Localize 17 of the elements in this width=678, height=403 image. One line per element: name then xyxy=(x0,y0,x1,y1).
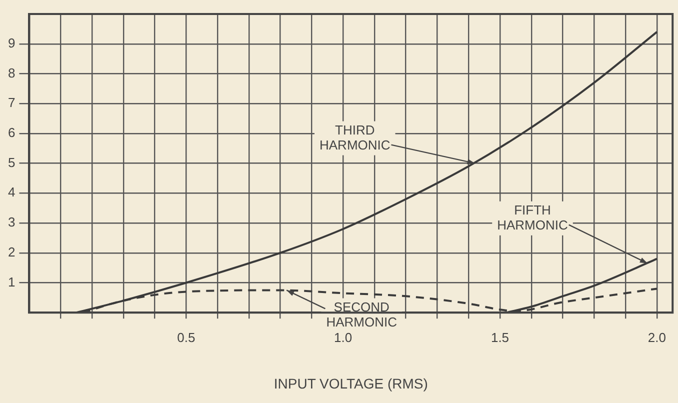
annotation: THIRD HARMONIC xyxy=(319,122,390,152)
y-tick-label: 2 xyxy=(8,244,16,260)
y-tick-label: 8 xyxy=(8,65,16,80)
y-tick-label: 1 xyxy=(8,274,16,290)
annotation: SECOND HARMONIC xyxy=(326,299,397,330)
y-tick-label: 3 xyxy=(8,214,16,230)
x-tick-label: 1.0 xyxy=(334,330,352,345)
y-tick-label: 7 xyxy=(8,95,16,110)
annotation: FIFTH HARMONIC xyxy=(497,202,568,232)
y-tick-label: 9 xyxy=(8,35,16,50)
x-tick-label: 2.0 xyxy=(648,330,666,345)
x-axis-title: INPUT VOLTAGE (RMS) xyxy=(274,375,428,392)
y-tick-label: 5 xyxy=(8,154,16,170)
y-tick-label: 6 xyxy=(8,125,16,140)
y-tick-label: 4 xyxy=(8,184,16,200)
x-tick-label: 0.5 xyxy=(177,330,196,345)
x-tick-label: 1.5 xyxy=(490,330,510,345)
